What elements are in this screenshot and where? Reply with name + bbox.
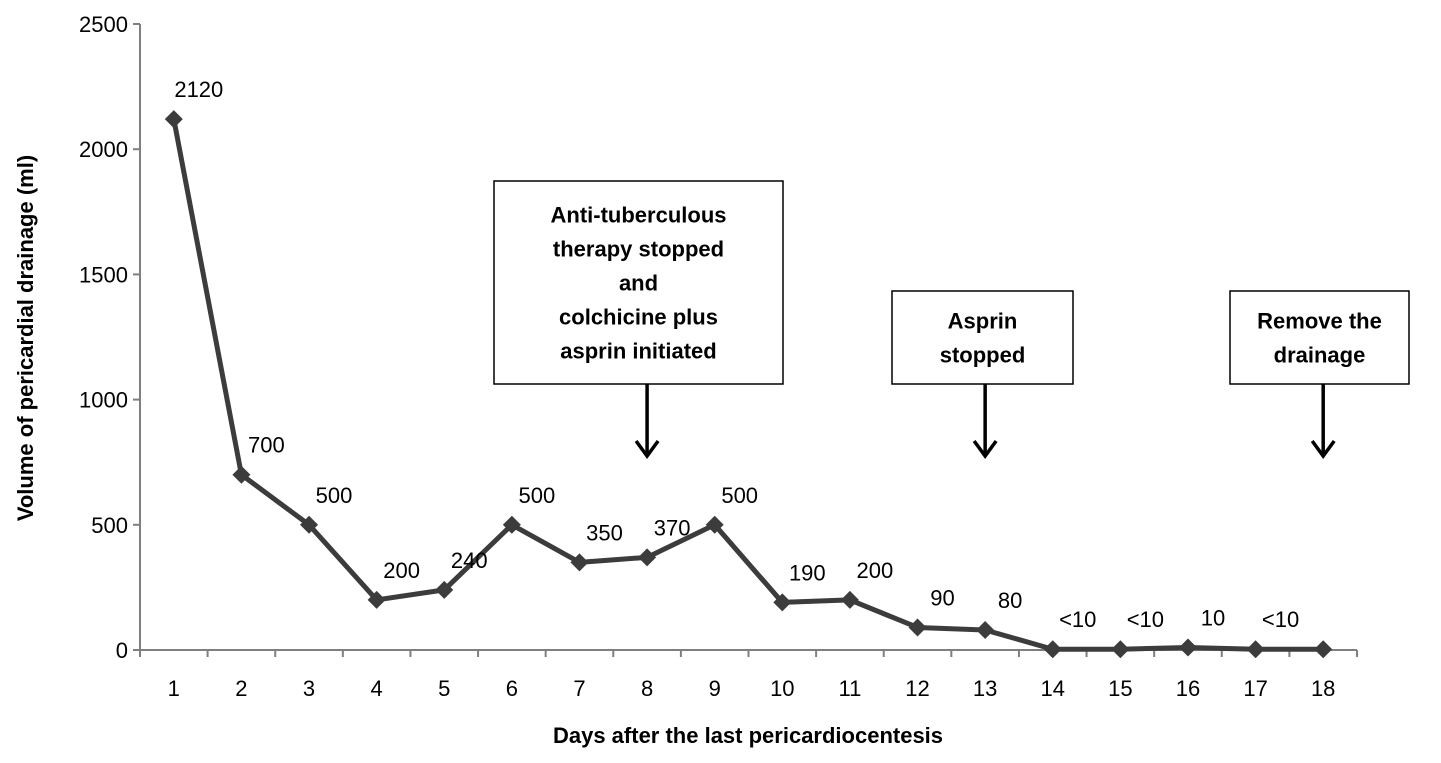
data-point-marker <box>367 590 386 609</box>
data-label: 240 <box>451 548 488 573</box>
x-axis-ticks: 1 2 3 4 5 6 7 8 9 10 11 12 13 14 15 16 17 18 <box>139 650 1358 701</box>
y-tick-label: 2500 <box>79 12 128 37</box>
data-point-marker <box>1111 640 1130 659</box>
data-point-marker <box>300 515 319 534</box>
data-label: 500 <box>316 483 353 508</box>
down-arrow-icon <box>1310 439 1336 459</box>
series-group: 2120 700 500 200 240 500 350 370 500 190 200 90 80 <1… <box>164 77 1333 659</box>
annotation-callout: Asprin stopped <box>891 290 1074 459</box>
y-axis-ticks: 0 500 1000 1500 2000 2500 <box>79 12 140 663</box>
x-tick-label: 16 <box>1176 676 1200 701</box>
data-point-marker <box>773 593 792 612</box>
data-point-marker <box>908 618 927 637</box>
x-tick-label: 3 <box>303 676 315 701</box>
annotation-box <box>891 290 1074 385</box>
x-axis-title: Days after the last pericardiocentesis <box>553 723 943 748</box>
y-tick-label: 0 <box>116 638 128 663</box>
x-tick-label: 7 <box>573 676 585 701</box>
data-label: 80 <box>998 588 1022 613</box>
data-point-marker <box>232 465 251 484</box>
data-label: 200 <box>857 558 894 583</box>
data-point-marker <box>1314 640 1333 659</box>
data-point-marker <box>976 620 995 639</box>
down-arrow-icon <box>972 439 998 459</box>
x-tick-label: 6 <box>506 676 518 701</box>
data-label: 350 <box>586 520 623 545</box>
data-label: 2120 <box>174 77 223 102</box>
x-tick-label: 8 <box>641 676 653 701</box>
data-label: 500 <box>519 483 556 508</box>
annotation-text: therapy stopped <box>553 237 724 262</box>
data-label: 500 <box>721 483 758 508</box>
data-point-marker <box>705 515 724 534</box>
annotation-text: asprin initiated <box>560 339 716 364</box>
x-tick-label: 11 <box>838 676 861 701</box>
series-line <box>171 118 1324 652</box>
y-tick-label: 1500 <box>79 262 128 287</box>
data-point-marker <box>1246 640 1265 659</box>
data-point-marker <box>1043 640 1062 659</box>
data-label: 10 <box>1201 605 1225 630</box>
x-tick-label: 5 <box>438 676 450 701</box>
annotation-text: colchicine plus <box>559 305 718 330</box>
annotation-box <box>1229 290 1410 385</box>
x-tick-label: 14 <box>1041 676 1065 701</box>
x-tick-label: 2 <box>235 676 247 701</box>
x-tick-label: 10 <box>770 676 794 701</box>
data-point-marker <box>570 553 589 572</box>
annotation-text: drainage <box>1274 343 1366 368</box>
y-tick-label: 500 <box>91 513 128 538</box>
data-point-marker <box>1178 638 1197 657</box>
y-tick-label: 1000 <box>79 388 128 413</box>
x-tick-label: 4 <box>371 676 383 701</box>
data-label: 200 <box>383 558 420 583</box>
down-arrow-icon <box>634 439 660 459</box>
x-tick-label: 1 <box>168 676 180 701</box>
data-label: 90 <box>930 585 954 610</box>
annotation-text: Remove the <box>1257 309 1382 334</box>
data-label: <10 <box>1059 607 1096 632</box>
data-point-marker <box>164 110 183 129</box>
annotation-text: stopped <box>940 343 1026 368</box>
data-label: <10 <box>1127 607 1164 632</box>
annotation-text: Asprin <box>948 309 1018 334</box>
data-point-marker <box>502 515 521 534</box>
data-label: 700 <box>248 433 285 458</box>
annotation-box <box>493 180 784 385</box>
data-label: 370 <box>654 515 691 540</box>
annotation-text: Anti-tuberculous <box>551 203 727 228</box>
annotations-group: Anti-tuberculous therapy stopped and colchi… <box>493 180 1410 459</box>
x-tick-label: 18 <box>1311 676 1335 701</box>
data-point-marker <box>435 580 454 599</box>
data-point-marker <box>638 548 657 567</box>
annotation-callout: Anti-tuberculous therapy stopped and colchi… <box>493 180 784 459</box>
y-axis-title: Volume of pericardial drainage (ml) <box>13 155 38 521</box>
data-point-marker <box>840 590 859 609</box>
annotation-callout: Remove the drainage <box>1229 290 1410 459</box>
data-label: 190 <box>789 560 826 585</box>
x-tick-label: 9 <box>709 676 721 701</box>
annotation-text: and <box>619 271 658 296</box>
x-tick-label: 12 <box>905 676 929 701</box>
x-tick-label: 17 <box>1243 676 1267 701</box>
x-tick-label: 13 <box>973 676 997 701</box>
x-tick-label: 15 <box>1108 676 1132 701</box>
data-label: <10 <box>1262 607 1299 632</box>
y-tick-label: 2000 <box>79 137 128 162</box>
